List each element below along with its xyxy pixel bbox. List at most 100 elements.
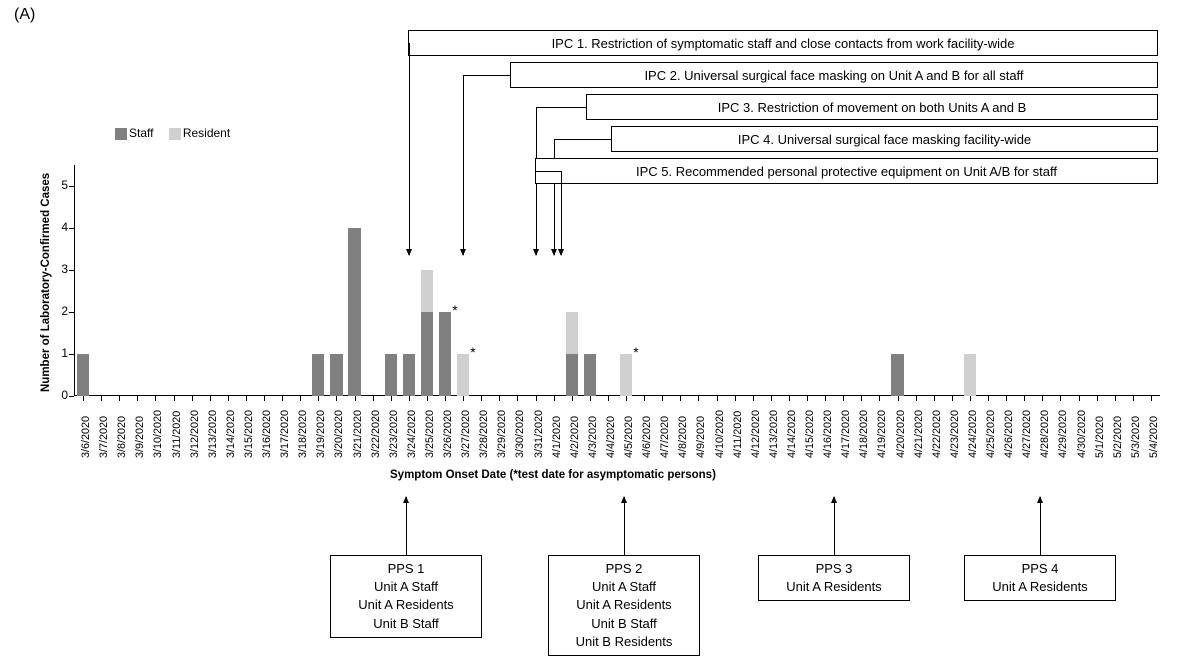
- bar-staff: [348, 228, 360, 396]
- x-tick-mark: [1060, 396, 1061, 401]
- x-tick-mark: [336, 396, 337, 401]
- x-tick-mark: [427, 396, 428, 401]
- y-tick-label: 3: [56, 262, 68, 276]
- x-tick-label: 3/20/2020: [333, 410, 345, 458]
- x-tick-label: 4/26/2020: [1003, 410, 1015, 458]
- y-axis: [74, 165, 75, 396]
- x-tick-mark: [572, 396, 573, 401]
- x-tick-label: 4/1/2020: [551, 416, 563, 458]
- x-tick-label: 3/29/2020: [496, 410, 508, 458]
- x-tick-mark: [789, 396, 790, 401]
- x-axis-label: Symptom Onset Date (*test date for asymp…: [390, 469, 716, 481]
- x-tick-mark: [1079, 396, 1080, 401]
- bar-staff: [891, 354, 903, 396]
- x-tick-mark: [735, 396, 736, 401]
- ipc-arrow-h: [536, 107, 586, 108]
- y-tick-mark: [69, 228, 74, 229]
- pps-line: PPS 3: [767, 560, 901, 578]
- x-tick-label: 4/22/2020: [931, 410, 943, 458]
- x-tick-label: 4/27/2020: [1021, 410, 1033, 458]
- x-tick-mark: [753, 396, 754, 401]
- x-tick-label: 4/10/2020: [714, 410, 726, 458]
- x-tick-mark: [210, 396, 211, 401]
- ipc-box: IPC 2. Universal surgical face masking o…: [510, 62, 1158, 88]
- bar-staff: [566, 354, 578, 396]
- x-tick-label: 4/19/2020: [876, 410, 888, 458]
- y-tick-mark: [69, 312, 74, 313]
- x-tick-label: 4/16/2020: [822, 410, 834, 458]
- x-tick-mark: [517, 396, 518, 401]
- x-tick-mark: [174, 396, 175, 401]
- x-tick-mark: [626, 396, 627, 401]
- y-tick-mark: [69, 270, 74, 271]
- x-tick-label: 4/9/2020: [695, 416, 707, 458]
- x-tick-label: 4/8/2020: [677, 416, 689, 458]
- x-tick-label: 3/24/2020: [406, 410, 418, 458]
- x-tick-label: 4/28/2020: [1039, 410, 1051, 458]
- x-tick-label: 4/17/2020: [840, 410, 852, 458]
- x-tick-label: 4/29/2020: [1057, 410, 1069, 458]
- pps-line: PPS 1: [339, 560, 473, 578]
- legend-swatch-staff: [115, 128, 127, 140]
- x-tick-mark: [228, 396, 229, 401]
- x-tick-mark: [499, 396, 500, 401]
- bar-resident: [620, 354, 632, 396]
- x-tick-label: 4/11/2020: [732, 411, 744, 458]
- x-tick-mark: [1024, 396, 1025, 401]
- x-tick-mark: [825, 396, 826, 401]
- legend-item-staff: Staff: [115, 126, 153, 140]
- x-tick-mark: [300, 396, 301, 401]
- x-tick-label: 3/10/2020: [152, 410, 164, 458]
- x-tick-mark: [463, 396, 464, 401]
- epicurve-chart: ***: [74, 165, 1160, 396]
- pps-line: Unit A Staff: [339, 578, 473, 596]
- asterisk-marker: *: [470, 344, 475, 360]
- x-tick-label: 3/12/2020: [189, 410, 201, 458]
- x-tick-label: 3/7/2020: [98, 416, 110, 458]
- y-tick-mark: [69, 186, 74, 187]
- bar-staff: [439, 312, 451, 396]
- bar-staff: [403, 354, 415, 396]
- pps-arrow: [834, 497, 835, 555]
- x-tick-label: 3/27/2020: [460, 410, 472, 458]
- x-tick-label: 3/31/2020: [533, 410, 545, 458]
- x-tick-label: 3/8/2020: [116, 416, 128, 458]
- x-tick-label: 4/3/2020: [587, 416, 599, 458]
- x-tick-label: 4/14/2020: [786, 410, 798, 458]
- y-tick-mark: [69, 396, 74, 397]
- x-tick-label: 4/21/2020: [913, 410, 925, 458]
- x-tick-label: 4/7/2020: [659, 416, 671, 458]
- x-tick-mark: [1115, 396, 1116, 401]
- x-tick-label: 5/1/2020: [1094, 416, 1106, 458]
- pps-box: PPS 1Unit A StaffUnit A ResidentsUnit B …: [330, 555, 482, 638]
- x-tick-label: 3/13/2020: [207, 410, 219, 458]
- pps-arrow: [406, 497, 407, 555]
- x-tick-label: 3/18/2020: [297, 410, 309, 458]
- x-tick-mark: [1151, 396, 1152, 401]
- pps-line: Unit B Residents: [557, 633, 691, 651]
- pps-line: PPS 4: [973, 560, 1107, 578]
- x-tick-mark: [934, 396, 935, 401]
- x-tick-label: 4/6/2020: [641, 416, 653, 458]
- x-tick-label: 3/19/2020: [315, 410, 327, 458]
- x-tick-mark: [282, 396, 283, 401]
- legend: Staff Resident: [115, 126, 242, 140]
- pps-box: PPS 4Unit A Residents: [964, 555, 1116, 601]
- y-tick-label: 0: [56, 388, 68, 402]
- bar-staff: [584, 354, 596, 396]
- x-tick-mark: [1133, 396, 1134, 401]
- x-tick-label: 3/16/2020: [261, 410, 273, 458]
- x-tick-mark: [83, 396, 84, 401]
- x-axis: [74, 395, 1160, 396]
- x-tick-label: 4/12/2020: [750, 410, 762, 458]
- x-tick-mark: [988, 396, 989, 401]
- x-tick-label: 5/3/2020: [1130, 416, 1142, 458]
- pps-line: Unit A Residents: [339, 596, 473, 614]
- x-tick-label: 4/15/2020: [804, 410, 816, 458]
- x-tick-label: 5/4/2020: [1148, 416, 1160, 458]
- x-tick-label: 3/26/2020: [442, 410, 454, 458]
- x-tick-mark: [1042, 396, 1043, 401]
- x-tick-label: 3/30/2020: [514, 410, 526, 458]
- x-tick-mark: [137, 396, 138, 401]
- x-tick-label: 3/25/2020: [424, 410, 436, 458]
